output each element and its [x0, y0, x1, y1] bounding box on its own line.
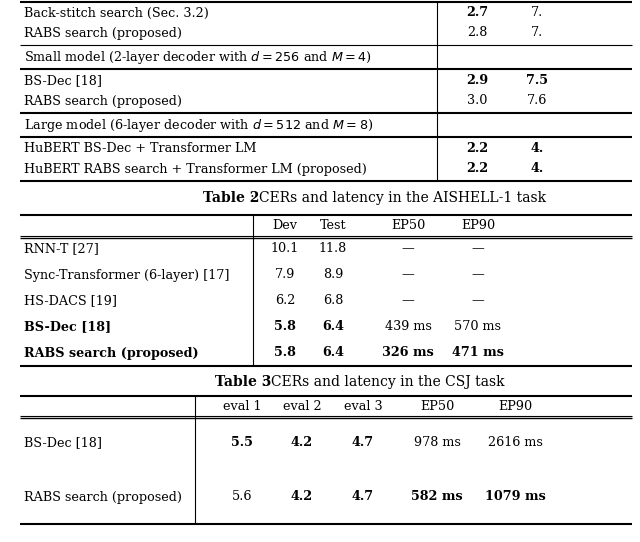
Text: RABS search (proposed): RABS search (proposed): [24, 346, 198, 359]
Text: eval 3: eval 3: [344, 399, 382, 412]
Text: 439 ms: 439 ms: [385, 320, 431, 333]
Text: 2.2: 2.2: [466, 143, 488, 156]
Text: 5.8: 5.8: [274, 346, 296, 359]
Text: RNN-T [27]: RNN-T [27]: [24, 242, 99, 255]
Text: EP50: EP50: [420, 399, 454, 412]
Text: RABS search (proposed): RABS search (proposed): [24, 491, 182, 504]
Text: 5.5: 5.5: [231, 436, 253, 449]
Text: 7.6: 7.6: [527, 94, 547, 107]
Text: Test: Test: [320, 219, 346, 232]
Text: 11.8: 11.8: [319, 242, 347, 255]
Text: Table 2: Table 2: [203, 191, 259, 205]
Text: RABS search (proposed): RABS search (proposed): [24, 94, 182, 107]
Text: 582 ms: 582 ms: [411, 491, 463, 504]
Text: EP50: EP50: [391, 219, 425, 232]
Text: 4.2: 4.2: [291, 491, 313, 504]
Text: 5.6: 5.6: [232, 491, 252, 504]
Text: 4.2: 4.2: [291, 436, 313, 449]
Text: Back-stitch search (Sec. 3.2): Back-stitch search (Sec. 3.2): [24, 7, 209, 20]
Text: 6.4: 6.4: [322, 320, 344, 333]
Text: 6.8: 6.8: [323, 294, 343, 307]
Text: 2.9: 2.9: [466, 74, 488, 87]
Text: 7.9: 7.9: [275, 268, 295, 281]
Text: 7.: 7.: [531, 7, 543, 20]
Text: HuBERT RABS search + Transformer LM (proposed): HuBERT RABS search + Transformer LM (pro…: [24, 163, 367, 176]
Text: 978 ms: 978 ms: [413, 436, 460, 449]
Text: 570 ms: 570 ms: [454, 320, 502, 333]
Text: 7.: 7.: [531, 27, 543, 40]
Text: —: —: [402, 242, 414, 255]
Text: 7.5: 7.5: [526, 74, 548, 87]
Text: BS-Dec [18]: BS-Dec [18]: [24, 74, 102, 87]
Text: EP90: EP90: [461, 219, 495, 232]
Text: 2.7: 2.7: [466, 7, 488, 20]
Text: 2616 ms: 2616 ms: [488, 436, 543, 449]
Text: BS-Dec [18]: BS-Dec [18]: [24, 436, 102, 449]
Text: Small model (2-layer decoder with $d = 256$ and $M = 4$): Small model (2-layer decoder with $d = 2…: [24, 48, 372, 66]
Text: BS-Dec [18]: BS-Dec [18]: [24, 320, 111, 333]
Text: Large model (6-layer decoder with $d = 512$ and $M = 8$): Large model (6-layer decoder with $d = 5…: [24, 117, 373, 133]
Text: —: —: [402, 268, 414, 281]
Text: Table 3: Table 3: [215, 375, 271, 389]
Text: 5.8: 5.8: [274, 320, 296, 333]
Text: RABS search (proposed): RABS search (proposed): [24, 27, 182, 40]
Text: 4.: 4.: [531, 163, 543, 176]
Text: —: —: [402, 294, 414, 307]
Text: Sync-Transformer (6-layer) [17]: Sync-Transformer (6-layer) [17]: [24, 268, 230, 281]
Text: Dev: Dev: [273, 219, 298, 232]
Text: HS-DACS [19]: HS-DACS [19]: [24, 294, 117, 307]
Text: 4.7: 4.7: [352, 491, 374, 504]
Text: 8.9: 8.9: [323, 268, 343, 281]
Text: 326 ms: 326 ms: [382, 346, 434, 359]
Text: 4.: 4.: [531, 143, 543, 156]
Text: eval 1: eval 1: [223, 399, 261, 412]
Text: HuBERT BS-Dec + Transformer LM: HuBERT BS-Dec + Transformer LM: [24, 143, 257, 156]
Text: 6.4: 6.4: [322, 346, 344, 359]
Text: 471 ms: 471 ms: [452, 346, 504, 359]
Text: —: —: [472, 242, 484, 255]
Text: 10.1: 10.1: [271, 242, 299, 255]
Text: : CERs and latency in the AISHELL-1 task: : CERs and latency in the AISHELL-1 task: [250, 191, 546, 205]
Text: eval 2: eval 2: [283, 399, 321, 412]
Text: —: —: [472, 268, 484, 281]
Text: 1079 ms: 1079 ms: [484, 491, 545, 504]
Text: —: —: [472, 294, 484, 307]
Text: 4.7: 4.7: [352, 436, 374, 449]
Text: 2.8: 2.8: [467, 27, 487, 40]
Text: : CERs and latency in the CSJ task: : CERs and latency in the CSJ task: [262, 375, 504, 389]
Text: EP90: EP90: [498, 399, 532, 412]
Text: 3.0: 3.0: [467, 94, 487, 107]
Text: 2.2: 2.2: [466, 163, 488, 176]
Text: 6.2: 6.2: [275, 294, 295, 307]
